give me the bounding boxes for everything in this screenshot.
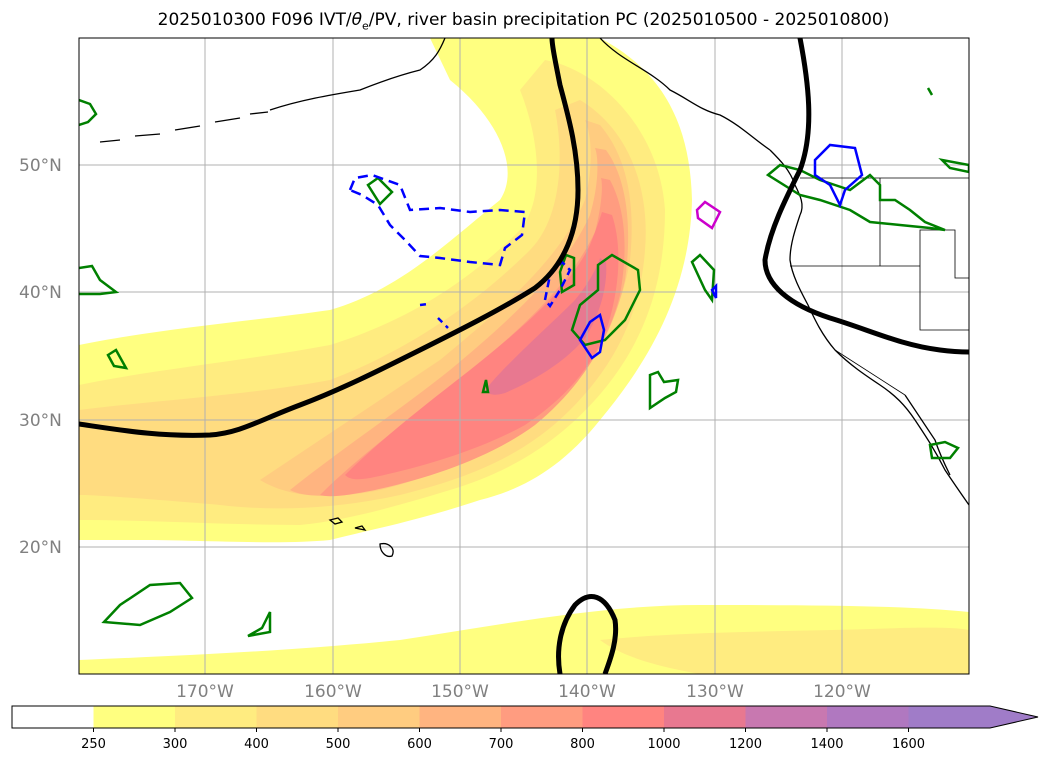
colorbar-level-label: 400 bbox=[244, 737, 269, 752]
colorbar-outline bbox=[11, 705, 1039, 729]
colorbar-segment bbox=[827, 706, 909, 728]
pv-blue-contour-3 bbox=[710, 282, 718, 299]
colorbar-segment bbox=[256, 706, 339, 728]
lat-label-50: 50°N bbox=[19, 156, 62, 176]
ivt-southern-band-300 bbox=[600, 627, 969, 674]
lon-label-140w: 140°W bbox=[558, 682, 616, 702]
colorbar-segment bbox=[582, 706, 665, 728]
colorbar-segment bbox=[338, 706, 420, 728]
pv-green-contour-12 bbox=[247, 611, 272, 638]
lon-label-130w: 130°W bbox=[686, 682, 744, 702]
pv-green-contour-10 bbox=[928, 440, 960, 460]
colorbar-level-label: 700 bbox=[489, 737, 514, 752]
colorbar-segment bbox=[664, 706, 746, 728]
lon-label-120w: 120°W bbox=[813, 682, 871, 702]
colorbar-segment bbox=[419, 706, 502, 728]
colorbar-segment bbox=[12, 706, 94, 728]
pv-green-contour-1 bbox=[79, 98, 98, 127]
pv-green-contour-13 bbox=[938, 158, 969, 174]
lon-label-170w: 170°W bbox=[176, 682, 234, 702]
title-subscript: e bbox=[362, 19, 369, 33]
pv-blue-dashed-contour-3 bbox=[419, 302, 449, 329]
colorbar-level-label: 600 bbox=[407, 737, 432, 752]
colorbar-level-label: 500 bbox=[326, 737, 351, 752]
map-frame bbox=[78, 37, 970, 675]
colorbar-segment bbox=[175, 706, 257, 728]
pv-green-contour-14 bbox=[481, 87, 934, 394]
pv-magenta-contour bbox=[695, 200, 722, 230]
colorbar-segment bbox=[93, 706, 176, 728]
lon-label-150w: 150°W bbox=[431, 682, 489, 702]
title-part-1: 2025010300 F096 IVT/ bbox=[157, 10, 352, 30]
theta-e-contour-south bbox=[556, 594, 619, 674]
theta-e-contour-east bbox=[762, 38, 969, 355]
pv-green-contour-8 bbox=[648, 370, 680, 411]
pv-green-contour-7 bbox=[690, 253, 716, 304]
ivt-filled-contours bbox=[79, 38, 969, 674]
colorbar-segment bbox=[501, 706, 583, 728]
longitude-labels: 170°W 160°W 150°W 140°W 130°W 120°W bbox=[176, 682, 871, 702]
colorbar-segment bbox=[745, 706, 828, 728]
coastline-baja-california bbox=[904, 394, 951, 476]
colorbar-level-label: 1000 bbox=[647, 737, 680, 752]
colorbar-level-label: 300 bbox=[163, 737, 188, 752]
hawaii-islands bbox=[328, 517, 394, 558]
political-borders bbox=[790, 177, 969, 396]
pv-blue-contour-2 bbox=[813, 143, 864, 209]
map-title: 2025010300 F096 IVT/θe/PV, river basin p… bbox=[0, 10, 1047, 32]
gridlines bbox=[79, 38, 969, 674]
pv-contours-green bbox=[79, 87, 969, 638]
lat-label-40: 40°N bbox=[19, 283, 62, 303]
colorbar-level-label: 1400 bbox=[810, 737, 843, 752]
coastline-us-west bbox=[789, 214, 969, 506]
pv-blue-dashed-contour bbox=[348, 173, 527, 267]
pv-green-contour-5 bbox=[558, 253, 576, 295]
pv-contours-blue bbox=[348, 143, 864, 360]
coastline-alaska-panhandle bbox=[599, 38, 771, 151]
border-us-states bbox=[790, 178, 969, 396]
map-layers bbox=[79, 38, 969, 674]
pv-blue-contour-1 bbox=[578, 312, 606, 360]
pv-green-contour-6 bbox=[570, 253, 642, 347]
lat-label-30: 30°N bbox=[19, 411, 62, 431]
title-part-2: /PV, river basin precipitation PC (20250… bbox=[368, 10, 890, 30]
coastline-aleutian-islands bbox=[99, 111, 269, 143]
pv-green-contour-4 bbox=[366, 176, 394, 206]
colorbar-extend-arrow bbox=[908, 706, 1038, 728]
colorbar-level-label: 1600 bbox=[892, 737, 925, 752]
ivt-band-1000 bbox=[485, 258, 607, 395]
theta-e-contour-main bbox=[79, 38, 581, 438]
lat-label-20: 20°N bbox=[19, 538, 62, 558]
pv-green-contour-3 bbox=[106, 348, 129, 370]
lon-label-160w: 160°W bbox=[304, 682, 362, 702]
colorbar: 250 300 400 500 600 700 800 1000 1200 1400 1600 bbox=[11, 705, 1039, 752]
pv-blue-dashed-contour-2 bbox=[543, 260, 572, 309]
pv-green-contour-9 bbox=[765, 163, 946, 232]
theta-e-contours bbox=[79, 38, 969, 674]
title-theta: θ bbox=[351, 10, 362, 30]
pv-green-contour-11 bbox=[101, 581, 194, 627]
latitude-labels: 50°N 40°N 30°N 20°N bbox=[19, 156, 62, 558]
colorbar-level-label: 1200 bbox=[729, 737, 762, 752]
colorbar-level-label: 250 bbox=[81, 737, 106, 752]
pv-green-contour-2 bbox=[79, 264, 120, 296]
coastline-alaska bbox=[269, 38, 446, 111]
colorbar-level-label: 800 bbox=[570, 737, 595, 752]
